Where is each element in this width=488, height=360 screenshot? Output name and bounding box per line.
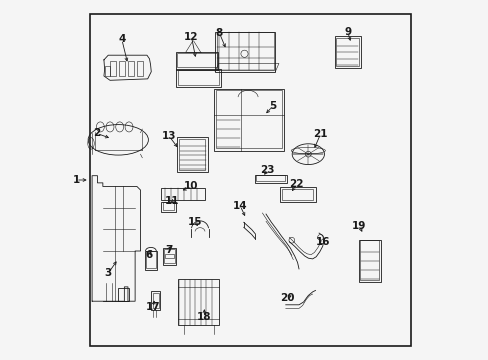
Bar	[216, 32, 273, 69]
Text: 19: 19	[351, 221, 366, 231]
Bar	[255, 175, 285, 181]
Bar	[179, 139, 205, 170]
Bar	[151, 291, 160, 310]
Bar	[334, 36, 360, 68]
Bar	[164, 254, 174, 258]
Text: 16: 16	[315, 237, 329, 247]
Bar	[254, 175, 286, 183]
Bar	[177, 53, 216, 67]
Text: 15: 15	[187, 217, 202, 227]
Bar	[359, 240, 379, 280]
Bar	[164, 249, 175, 263]
Bar	[176, 69, 221, 87]
Text: 12: 12	[184, 32, 198, 41]
Bar	[214, 89, 284, 150]
Text: 7: 7	[164, 245, 172, 255]
Text: 18: 18	[197, 312, 211, 322]
Text: 6: 6	[145, 250, 152, 260]
Bar	[110, 61, 116, 76]
Text: 22: 22	[289, 179, 303, 189]
Bar	[215, 32, 275, 72]
Bar	[177, 137, 207, 172]
Bar	[89, 14, 410, 346]
Text: 14: 14	[232, 201, 247, 211]
Bar	[358, 240, 380, 282]
Text: 10: 10	[184, 181, 198, 192]
Bar	[128, 61, 133, 76]
Text: 1: 1	[72, 175, 80, 185]
Bar	[146, 251, 155, 268]
Text: 13: 13	[162, 131, 176, 141]
Bar	[119, 61, 124, 76]
Bar	[144, 251, 157, 270]
Bar	[336, 38, 359, 66]
Bar	[178, 279, 219, 325]
Text: 21: 21	[313, 129, 327, 139]
Text: 3: 3	[104, 268, 112, 278]
Text: 5: 5	[268, 102, 276, 112]
Text: 2: 2	[93, 129, 100, 138]
Bar	[175, 52, 218, 69]
Text: 20: 20	[280, 293, 294, 303]
Text: 4: 4	[118, 35, 125, 44]
Bar	[137, 61, 142, 76]
Bar	[163, 202, 174, 210]
Text: 11: 11	[164, 196, 179, 206]
Bar	[281, 189, 313, 200]
Bar	[215, 90, 282, 148]
Bar	[178, 69, 219, 85]
Text: 8: 8	[215, 28, 223, 38]
Bar	[118, 288, 129, 301]
Bar	[163, 248, 176, 265]
Bar	[279, 187, 315, 202]
Bar	[161, 202, 175, 212]
Text: 9: 9	[344, 27, 350, 37]
Bar	[105, 66, 109, 76]
Bar	[152, 293, 159, 308]
Bar	[161, 188, 204, 200]
Text: 23: 23	[260, 165, 274, 175]
Text: 17: 17	[145, 302, 160, 312]
